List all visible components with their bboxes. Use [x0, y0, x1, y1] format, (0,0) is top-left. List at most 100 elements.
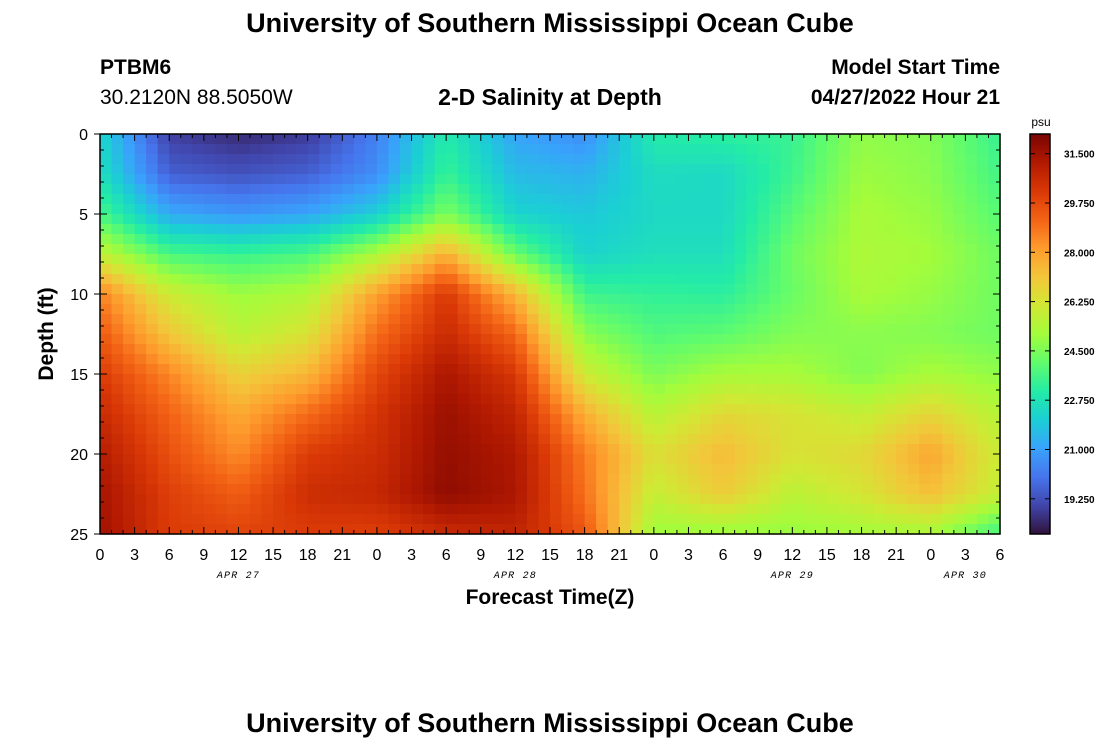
heatmap-cell	[769, 214, 782, 225]
heatmap-cell	[411, 284, 424, 295]
heatmap-cell	[653, 194, 666, 205]
heatmap-cell	[584, 394, 597, 405]
heatmap-cell	[388, 414, 401, 425]
heatmap-cell	[192, 274, 205, 285]
heatmap-cell	[169, 494, 182, 505]
heatmap-cell	[365, 164, 378, 175]
heatmap-cell	[700, 214, 713, 225]
heatmap-cell	[319, 164, 332, 175]
heatmap-cell	[873, 384, 886, 395]
heatmap-cell	[953, 284, 966, 295]
heatmap-cell	[307, 524, 320, 535]
heatmap-cell	[192, 134, 205, 145]
heatmap-cell	[653, 484, 666, 495]
heatmap-cell	[480, 514, 493, 525]
heatmap-cell	[157, 414, 170, 425]
heatmap-cell	[273, 314, 286, 325]
heatmap-cell	[273, 484, 286, 495]
heatmap-cell	[850, 224, 863, 235]
heatmap-cell	[411, 454, 424, 465]
heatmap-cell	[446, 464, 459, 475]
heatmap-cell	[988, 424, 1001, 435]
heatmap-cell	[815, 474, 828, 485]
heatmap-cell	[480, 144, 493, 155]
heatmap-cell	[942, 444, 955, 455]
heatmap-cell	[388, 324, 401, 335]
heatmap-cell	[896, 464, 909, 475]
heatmap-cell	[642, 384, 655, 395]
x-tick-label: 0	[372, 547, 381, 564]
heatmap-cell	[503, 294, 516, 305]
heatmap-cell	[157, 464, 170, 475]
heatmap-cell	[642, 254, 655, 265]
heatmap-cell	[192, 334, 205, 345]
heatmap-cell	[723, 524, 736, 535]
page-title: University of Southern Mississippi Ocean…	[246, 8, 854, 38]
heatmap-cell	[953, 464, 966, 475]
heatmap-cell	[284, 154, 297, 165]
heatmap-cell	[423, 414, 436, 425]
heatmap-cell	[942, 404, 955, 415]
heatmap-cell	[123, 184, 136, 195]
heatmap-cell	[550, 274, 563, 285]
heatmap-cell	[250, 474, 263, 485]
heatmap-cell	[861, 514, 874, 525]
heatmap-cell	[111, 164, 124, 175]
heatmap-cell	[930, 294, 943, 305]
heatmap-cell	[711, 454, 724, 465]
heatmap-cell	[365, 324, 378, 335]
heatmap-cell	[769, 444, 782, 455]
heatmap-cell	[930, 314, 943, 325]
heatmap-cell	[665, 444, 678, 455]
heatmap-cell	[342, 524, 355, 535]
heatmap-cell	[792, 464, 805, 475]
heatmap-cell	[376, 274, 390, 285]
heatmap-cell	[111, 364, 124, 375]
heatmap-cell	[803, 494, 816, 505]
heatmap-cell	[919, 404, 932, 415]
heatmap-cell	[423, 474, 436, 485]
heatmap-cell	[330, 454, 343, 465]
heatmap-cell	[976, 164, 990, 175]
heatmap-cell	[180, 314, 193, 325]
heatmap-cell	[457, 454, 470, 465]
heatmap-cell	[653, 164, 666, 175]
heatmap-cell	[826, 264, 840, 275]
heatmap-cell	[411, 444, 424, 455]
heatmap-cell	[342, 264, 355, 275]
heatmap-cell	[746, 264, 759, 275]
heatmap-cell	[526, 274, 540, 285]
heatmap-cell	[550, 244, 563, 255]
heatmap-cell	[400, 454, 413, 465]
heatmap-cell	[319, 144, 332, 155]
heatmap-cell	[630, 214, 643, 225]
heatmap-cell	[203, 334, 216, 345]
heatmap-cell	[757, 254, 770, 265]
heatmap-cell	[446, 424, 459, 435]
heatmap-cell	[930, 404, 943, 415]
heatmap-cell	[457, 364, 470, 375]
heatmap-cell	[688, 244, 701, 255]
heatmap-cell	[319, 514, 332, 525]
heatmap-cell	[157, 374, 170, 385]
heatmap-cell	[192, 174, 205, 185]
heatmap-cell	[111, 174, 124, 185]
heatmap-cell	[861, 464, 874, 475]
heatmap-cell	[503, 244, 516, 255]
heatmap-cell	[953, 434, 966, 445]
heatmap-cell	[238, 304, 251, 315]
heatmap-cell	[307, 464, 320, 475]
heatmap-cell	[711, 214, 724, 225]
heatmap-cell	[480, 414, 493, 425]
heatmap-cell	[180, 434, 193, 445]
heatmap-cell	[873, 474, 886, 485]
heatmap-cell	[953, 334, 966, 345]
heatmap-cell	[284, 284, 297, 295]
heatmap-cell	[573, 444, 586, 455]
heatmap-cell	[226, 374, 240, 385]
heatmap-cell	[388, 284, 401, 295]
heatmap-cell	[342, 194, 355, 205]
heatmap-cell	[976, 424, 990, 435]
heatmap-cell	[365, 144, 378, 155]
heatmap-cell	[953, 424, 966, 435]
